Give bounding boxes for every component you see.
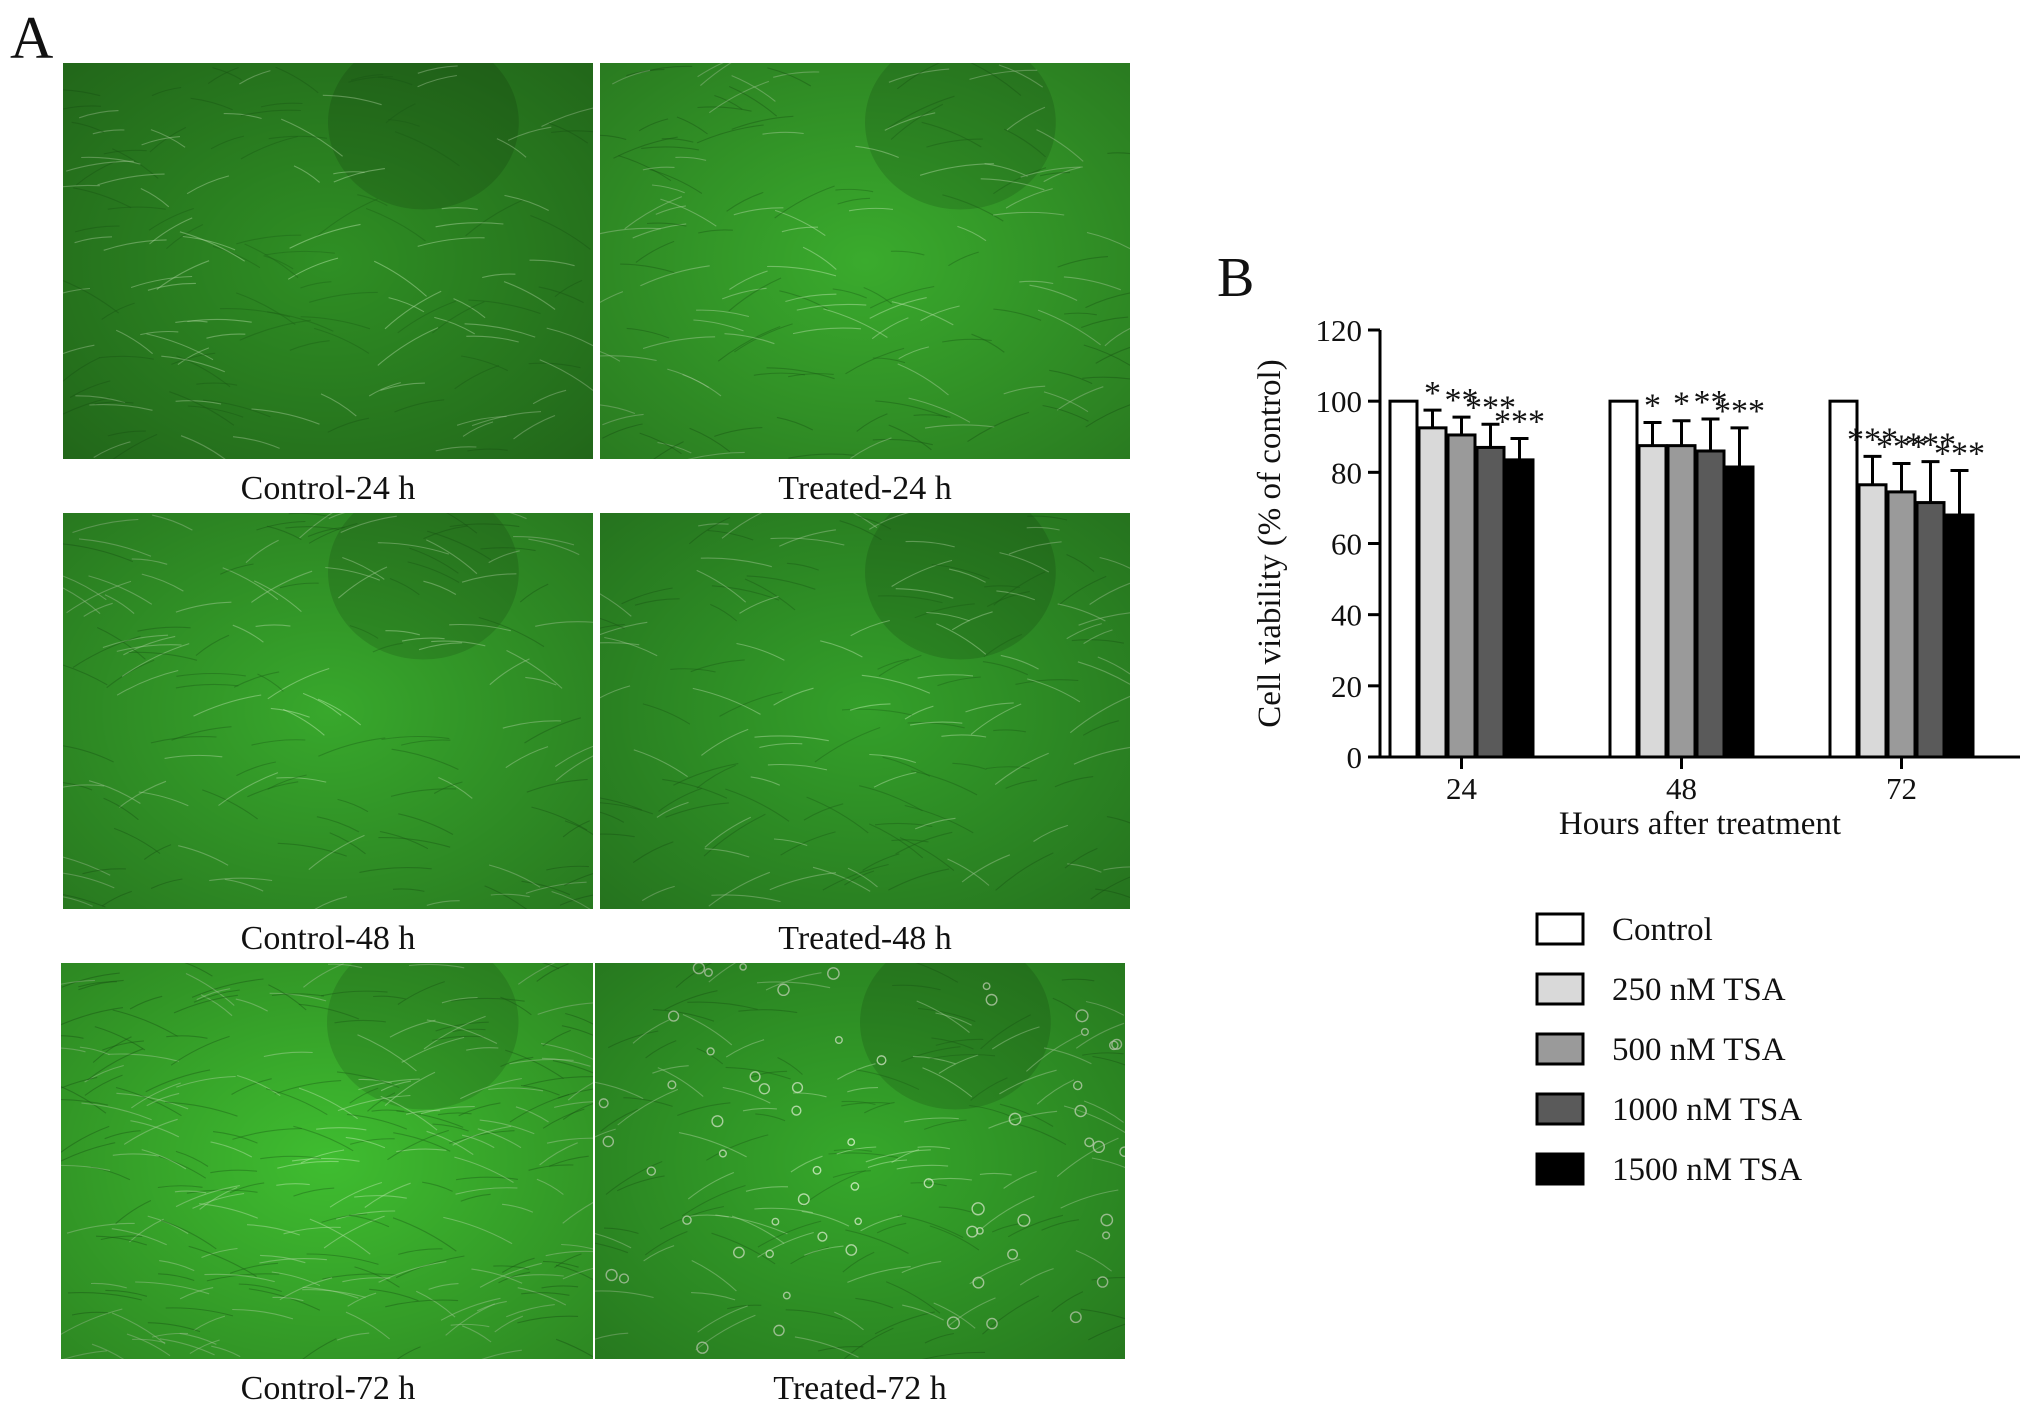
bar — [1944, 513, 1975, 759]
micrograph-control-48h — [63, 513, 593, 909]
significance-stars: ** — [1694, 384, 1728, 421]
bar — [1475, 445, 1506, 759]
significance-stars: *** — [1714, 393, 1765, 430]
micrograph-texture — [63, 63, 593, 459]
micrograph-vignette — [61, 963, 593, 1359]
legend-label: 1000 nM TSA — [1612, 1092, 1802, 1128]
micrograph-texture — [595, 963, 1125, 1359]
y-tick-label: 80 — [1331, 455, 1362, 490]
y-tick-label: 60 — [1331, 527, 1362, 562]
x-tick-label: 24 — [1446, 771, 1478, 806]
micrograph-texture — [600, 63, 1130, 459]
significance-stars: *** — [1876, 428, 1927, 465]
legend-label: 500 nM TSA — [1612, 1032, 1786, 1068]
y-tick-label: 120 — [1316, 313, 1363, 348]
bar — [1724, 465, 1755, 759]
bar — [1857, 483, 1888, 759]
x-axis-label: Hours after treatment — [1559, 806, 1841, 842]
y-tick-label: 40 — [1331, 598, 1362, 633]
caption-control-72h: Control-72 h — [240, 1370, 416, 1407]
micrograph-texture — [600, 513, 1130, 909]
significance-stars: *** — [1934, 436, 1985, 473]
micrograph-vignette — [600, 513, 1130, 909]
legend-label: 1500 nM TSA — [1612, 1152, 1802, 1188]
bar — [1828, 399, 1859, 759]
panel-b-bar-chart: B 0 20 40 60 80 100 120 Cell viability (% of con… — [1190, 240, 2030, 1240]
significance-stars: * — [1673, 386, 1690, 423]
micrograph-vignette — [600, 63, 1130, 459]
panel-a-letter: A — [10, 5, 54, 71]
bar — [1915, 501, 1946, 759]
panel-a-micrographs: A Control-24 h Treated-24 h Control-48 h… — [10, 5, 1130, 1407]
significance-stars: *** — [1905, 427, 1956, 464]
micrograph-texture — [61, 963, 593, 1359]
x-tick-label: 72 — [1886, 771, 1917, 806]
bar — [1446, 433, 1477, 759]
y-axis-label: Cell viability (% of control) — [1252, 359, 1288, 727]
legend-label: 250 nM TSA — [1612, 972, 1786, 1008]
micrograph-vignette — [63, 63, 593, 459]
micrograph-treated-72h — [595, 963, 1125, 1359]
micrograph-treated-48h — [600, 513, 1130, 909]
legend-swatch — [1535, 912, 1585, 946]
caption-treated-24h: Treated-24 h — [778, 470, 952, 507]
bar — [1666, 444, 1697, 759]
micrograph-vignette — [595, 963, 1125, 1359]
micrograph-treated-24h — [600, 63, 1130, 459]
significance-stars: *** — [1465, 389, 1516, 426]
caption-treated-72h: Treated-72 h — [773, 1370, 947, 1407]
significance-stars: *** — [1494, 404, 1545, 441]
y-tick-label: 0 — [1347, 740, 1363, 775]
legend-swatch — [1535, 972, 1585, 1006]
significance-stars: ** — [1445, 382, 1479, 419]
significance-stars: * — [1424, 375, 1441, 412]
bar — [1637, 444, 1668, 759]
bar — [1417, 426, 1448, 759]
bar — [1608, 399, 1639, 759]
y-tick-label: 100 — [1316, 384, 1363, 419]
bar — [1504, 458, 1535, 759]
bar — [1695, 449, 1726, 759]
legend-swatch — [1535, 1032, 1585, 1066]
bar — [1886, 490, 1917, 759]
micrograph-control-72h — [61, 963, 593, 1359]
significance-stars: *** — [1847, 421, 1898, 458]
caption-control-24h: Control-24 h — [240, 470, 416, 507]
caption-control-48h: Control-48 h — [240, 920, 416, 957]
micrograph-control-24h — [63, 63, 593, 459]
legend-label: Control — [1612, 912, 1713, 948]
legend-swatch — [1535, 1092, 1585, 1126]
panel-b-letter: B — [1217, 247, 1254, 309]
micrograph-texture — [63, 513, 593, 909]
significance-stars: * — [1644, 388, 1661, 425]
y-tick-label: 20 — [1331, 669, 1362, 704]
bar — [1388, 399, 1419, 759]
legend-swatch — [1535, 1152, 1585, 1186]
viability-chart: B 0 20 40 60 80 100 120 Cell viability (% of con… — [1217, 247, 2020, 1188]
x-tick-label: 48 — [1666, 771, 1697, 806]
micrograph-vignette — [63, 513, 593, 909]
caption-treated-48h: Treated-48 h — [778, 920, 952, 957]
